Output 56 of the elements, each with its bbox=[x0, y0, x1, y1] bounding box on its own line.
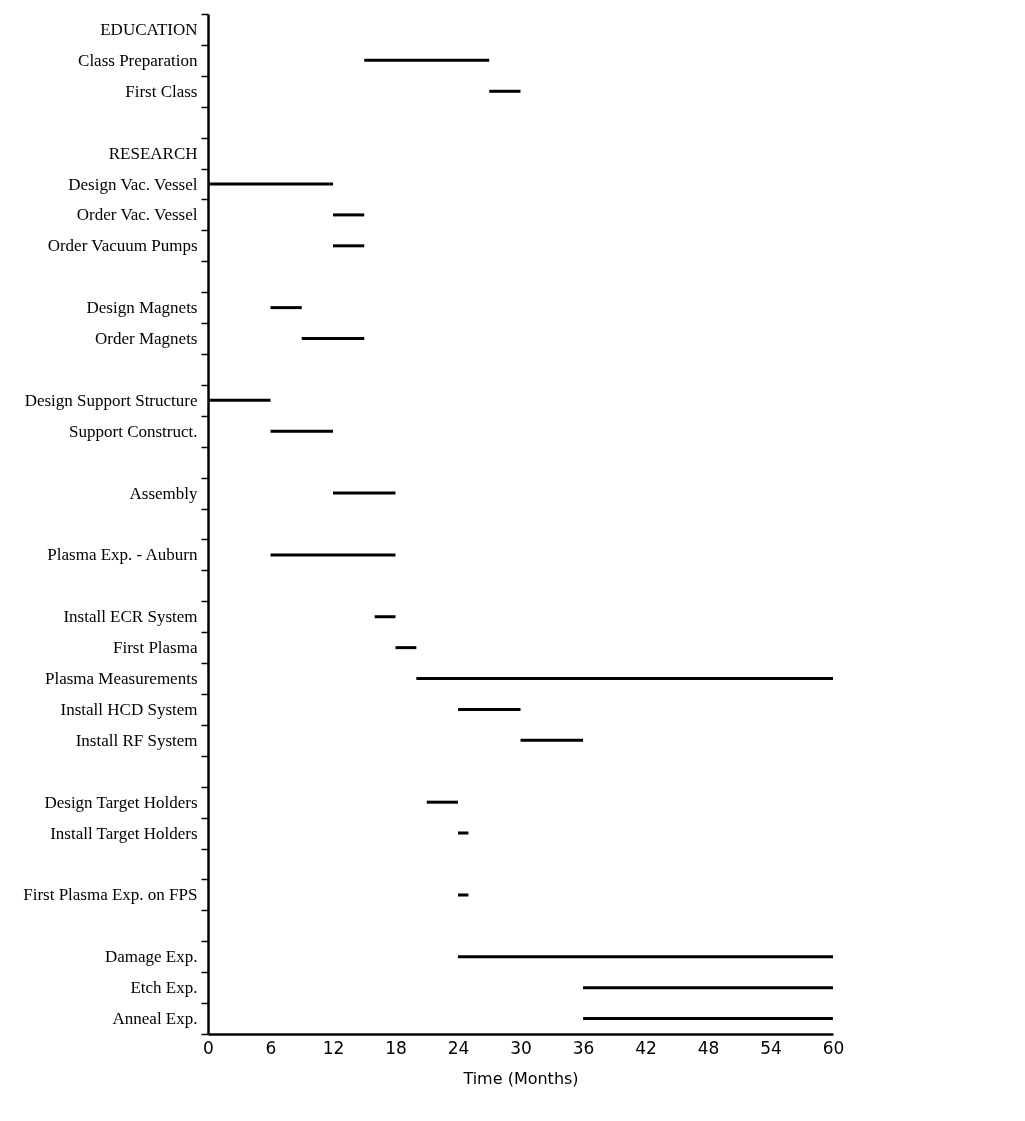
y-tick-label: Install Target Holders bbox=[50, 823, 198, 843]
y-tick-label: Damage Exp. bbox=[104, 947, 198, 967]
x-tick-label: 30 bbox=[510, 1037, 532, 1058]
bar bbox=[364, 58, 490, 62]
y-tick-label: Install HCD System bbox=[60, 699, 198, 719]
y-tick-label: Design Support Structure bbox=[24, 390, 198, 410]
y-tick-label: EDUCATION bbox=[100, 19, 198, 39]
y-tick-label: Design Magnets bbox=[86, 298, 198, 318]
y-tick-label: Plasma Measurements bbox=[45, 669, 198, 689]
bar bbox=[270, 553, 396, 557]
y-tick-label: Support Construct. bbox=[69, 421, 198, 441]
bar bbox=[333, 244, 365, 248]
x-tick-label: 54 bbox=[760, 1037, 782, 1058]
y-tick-label: Order Vac. Vessel bbox=[76, 205, 198, 225]
bar bbox=[583, 1017, 833, 1021]
y-tick-label: Assembly bbox=[129, 483, 198, 503]
bar bbox=[426, 800, 458, 804]
x-axis-title: Time (Months) bbox=[462, 1068, 579, 1088]
x-tick-label: 6 bbox=[265, 1037, 277, 1058]
x-tick-label: 60 bbox=[822, 1037, 845, 1058]
y-tick-label: Design Target Holders bbox=[44, 792, 198, 812]
bar bbox=[489, 89, 521, 93]
y-tick-label: Order Magnets bbox=[95, 329, 198, 349]
bar bbox=[416, 677, 833, 681]
y-tick-label: Order Vacuum Pumps bbox=[47, 236, 198, 256]
y-tick-label: Plasma Exp. - Auburn bbox=[47, 545, 198, 565]
y-tick-label: RESEARCH bbox=[108, 143, 198, 163]
y-tick-label: Install RF System bbox=[75, 730, 198, 750]
x-tick-label: 12 bbox=[322, 1037, 345, 1058]
y-tick-label: Install ECR System bbox=[63, 607, 198, 627]
bar bbox=[333, 491, 396, 495]
y-tick-label: First Class bbox=[125, 81, 198, 101]
bar bbox=[458, 955, 833, 959]
y-tick-label: Design Vac. Vessel bbox=[68, 174, 198, 194]
y-tick-label: Class Preparation bbox=[78, 50, 198, 70]
x-tick-label: 18 bbox=[385, 1037, 407, 1058]
x-tick-label: 36 bbox=[572, 1037, 595, 1058]
bar bbox=[458, 831, 469, 835]
x-tick-label: 24 bbox=[447, 1037, 470, 1058]
bar bbox=[583, 986, 833, 990]
bar bbox=[270, 306, 302, 310]
y-tick-label: First Plasma bbox=[112, 638, 198, 658]
bar bbox=[333, 213, 365, 217]
bar bbox=[395, 646, 417, 650]
bar bbox=[374, 615, 396, 619]
x-tick-label: 0 bbox=[203, 1037, 214, 1058]
bar bbox=[458, 707, 521, 711]
bar bbox=[520, 738, 583, 742]
y-tick-label: Etch Exp. bbox=[130, 978, 198, 998]
y-tick-label: Anneal Exp. bbox=[112, 1009, 198, 1029]
bar bbox=[458, 893, 469, 897]
x-tick-label: 48 bbox=[697, 1037, 720, 1058]
x-tick-label: 42 bbox=[635, 1037, 657, 1058]
bar bbox=[270, 429, 333, 433]
y-tick-label: First Plasma Exp. on FPS bbox=[23, 885, 198, 905]
bar bbox=[301, 337, 365, 341]
